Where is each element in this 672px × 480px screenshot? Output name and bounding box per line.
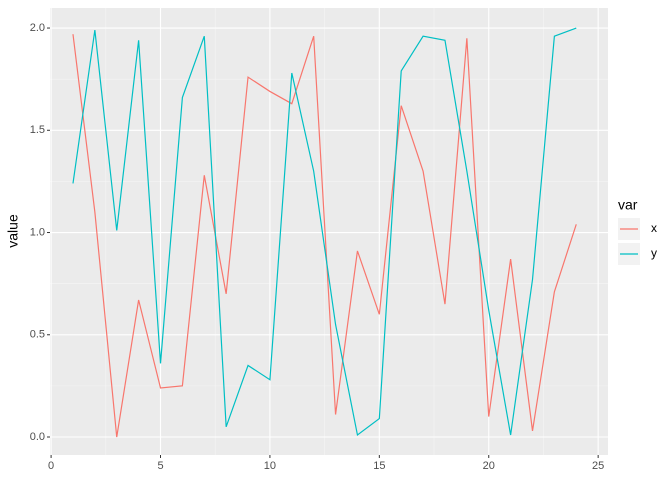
- y-tick-label: 2.0: [30, 22, 45, 34]
- x-tick-label: 15: [373, 460, 385, 472]
- line: [72, 34, 577, 438]
- x-tick-label: 20: [483, 460, 495, 472]
- legend-title: var: [618, 197, 638, 213]
- y-axis-title: value: [5, 214, 21, 248]
- x-tick-label: 25: [592, 460, 604, 472]
- x-tick-label: 5: [157, 460, 163, 472]
- panel: [50, 8, 608, 455]
- x-tick-label: 0: [48, 460, 54, 472]
- legend-label: x: [651, 221, 657, 235]
- y-tick-label: 1.5: [30, 124, 45, 136]
- legend-label: y: [651, 246, 657, 260]
- line: [72, 27, 577, 437]
- x-tick-label: 10: [264, 460, 276, 472]
- y-tick-label: 0.0: [30, 431, 45, 443]
- y-tick-label: 0.5: [30, 329, 45, 341]
- y-tick-label: 1.0: [30, 226, 45, 238]
